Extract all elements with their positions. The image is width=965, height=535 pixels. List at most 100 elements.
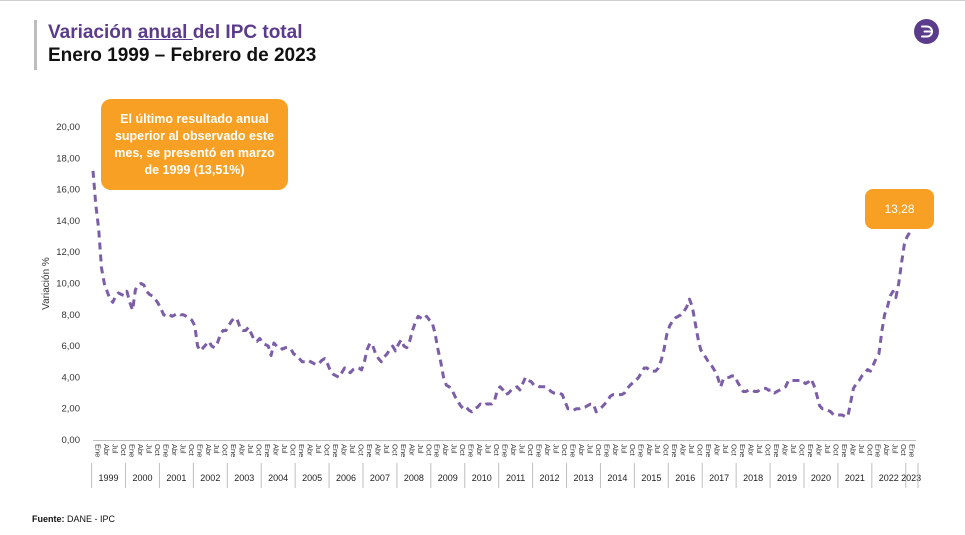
x-month-label: Abr xyxy=(204,444,213,456)
x-month-label: Oct xyxy=(662,444,671,457)
x-month-label: Oct xyxy=(526,444,535,457)
x-month-label: Jul xyxy=(382,444,391,454)
x-month-label: Ene xyxy=(772,444,781,457)
x-month-label: Abr xyxy=(509,444,518,456)
x-year-label: 2018 xyxy=(743,473,763,483)
x-year-label: 2022 xyxy=(879,473,899,483)
x-month-label: Jul xyxy=(212,444,221,454)
x-year-label: 2004 xyxy=(268,473,288,483)
x-month-label: Oct xyxy=(763,444,772,457)
x-month-label: Abr xyxy=(102,444,111,456)
x-year-label: 2010 xyxy=(472,473,492,483)
chart-title: Variación anual del IPC total xyxy=(48,22,303,43)
title-accent-bar xyxy=(34,20,37,70)
x-year-label: 2009 xyxy=(438,473,458,483)
x-month-label: Abr xyxy=(780,444,789,456)
x-month-label: Ene xyxy=(602,444,611,457)
x-month-label: Abr xyxy=(713,444,722,456)
x-month-label: Abr xyxy=(170,444,179,456)
y-tick-label: 12,00 xyxy=(56,247,80,258)
x-month-label: Jul xyxy=(178,444,187,454)
x-month-label: Ene xyxy=(229,444,238,457)
x-month-label: Abr xyxy=(238,444,247,456)
x-year-label: 2008 xyxy=(404,473,424,483)
x-year-label: 1999 xyxy=(99,473,119,483)
x-month-label: Ene xyxy=(127,444,136,457)
x-month-label: Abr xyxy=(543,444,552,456)
y-tick-label: 14,00 xyxy=(56,216,80,227)
x-month-label: Oct xyxy=(797,444,806,457)
x-month-label: Oct xyxy=(153,444,162,457)
x-month-label: Abr xyxy=(611,444,620,456)
x-year-label: 2000 xyxy=(132,473,152,483)
x-month-label: Abr xyxy=(373,444,382,456)
callout-box: El último resultado anual superior al ob… xyxy=(101,99,288,190)
x-month-label: Ene xyxy=(501,444,510,457)
x-month-label: Abr xyxy=(441,444,450,456)
x-month-label: Jul xyxy=(348,444,357,454)
x-month-label: Jul xyxy=(551,444,560,454)
x-month-label: Ene xyxy=(738,444,747,457)
x-month-label: Ene xyxy=(636,444,645,457)
x-month-label: Jul xyxy=(110,444,119,454)
x-month-label: Ene xyxy=(399,444,408,457)
x-month-label: Jul xyxy=(246,444,255,454)
x-year-label: 2021 xyxy=(845,473,865,483)
x-month-label: Jul xyxy=(144,444,153,454)
x-month-label: Jul xyxy=(518,444,527,454)
x-month-label: Oct xyxy=(458,444,467,457)
x-month-label: Ene xyxy=(535,444,544,457)
x-month-label: Oct xyxy=(187,444,196,457)
x-month-label: Oct xyxy=(289,444,298,457)
x-year-label: 2002 xyxy=(200,473,220,483)
x-month-label: Abr xyxy=(272,444,281,456)
x-month-label: Abr xyxy=(339,444,348,456)
x-month-label: Abr xyxy=(577,444,586,456)
x-month-label: Oct xyxy=(628,444,637,457)
x-month-label: Oct xyxy=(865,444,874,457)
y-tick-label: 10,00 xyxy=(56,279,80,290)
x-month-label: Jul xyxy=(585,444,594,454)
x-month-label: Oct xyxy=(560,444,569,457)
x-month-label: Ene xyxy=(908,444,917,457)
x-year-label: 2003 xyxy=(234,473,254,483)
x-month-label: Jul xyxy=(823,444,832,454)
x-month-label: Ene xyxy=(297,444,306,457)
x-year-label: 2005 xyxy=(302,473,322,483)
x-month-label: Ene xyxy=(840,444,849,457)
x-month-label: Abr xyxy=(136,444,145,456)
x-month-label: Abr xyxy=(814,444,823,456)
last-value-badge: 13,28 xyxy=(865,189,934,229)
x-month-label: Jul xyxy=(450,444,459,454)
x-month-label: Oct xyxy=(322,444,331,457)
y-tick-label: 4,00 xyxy=(62,372,81,383)
x-month-label: Oct xyxy=(831,444,840,457)
x-year-label: 2019 xyxy=(777,473,797,483)
x-month-label: Abr xyxy=(882,444,891,456)
x-year-label: 2011 xyxy=(506,473,525,483)
x-month-label: Ene xyxy=(331,444,340,457)
x-year-label: 2020 xyxy=(811,473,831,483)
y-tick-label: 8,00 xyxy=(62,310,81,321)
y-axis-title: Variación % xyxy=(41,257,52,310)
y-tick-label: 2,00 xyxy=(62,404,81,415)
x-month-label: Ene xyxy=(263,444,272,457)
x-month-label: Jul xyxy=(857,444,866,454)
x-month-label: Oct xyxy=(390,444,399,457)
x-month-label: Ene xyxy=(704,444,713,457)
top-border xyxy=(0,0,965,1)
x-month-label: Ene xyxy=(195,444,204,457)
x-month-label: Oct xyxy=(594,444,603,457)
x-month-label: Oct xyxy=(119,444,128,457)
x-month-label: Ene xyxy=(94,444,103,457)
x-year-label: 2007 xyxy=(370,473,390,483)
y-tick-label: 16,00 xyxy=(56,185,80,196)
x-month-label: Oct xyxy=(255,444,264,457)
x-month-label: Jul xyxy=(755,444,764,454)
x-month-label: Ene xyxy=(467,444,476,457)
x-month-label: Oct xyxy=(696,444,705,457)
x-month-label: Ene xyxy=(670,444,679,457)
x-year-label: 2017 xyxy=(709,473,729,483)
x-month-label: Jul xyxy=(619,444,628,454)
